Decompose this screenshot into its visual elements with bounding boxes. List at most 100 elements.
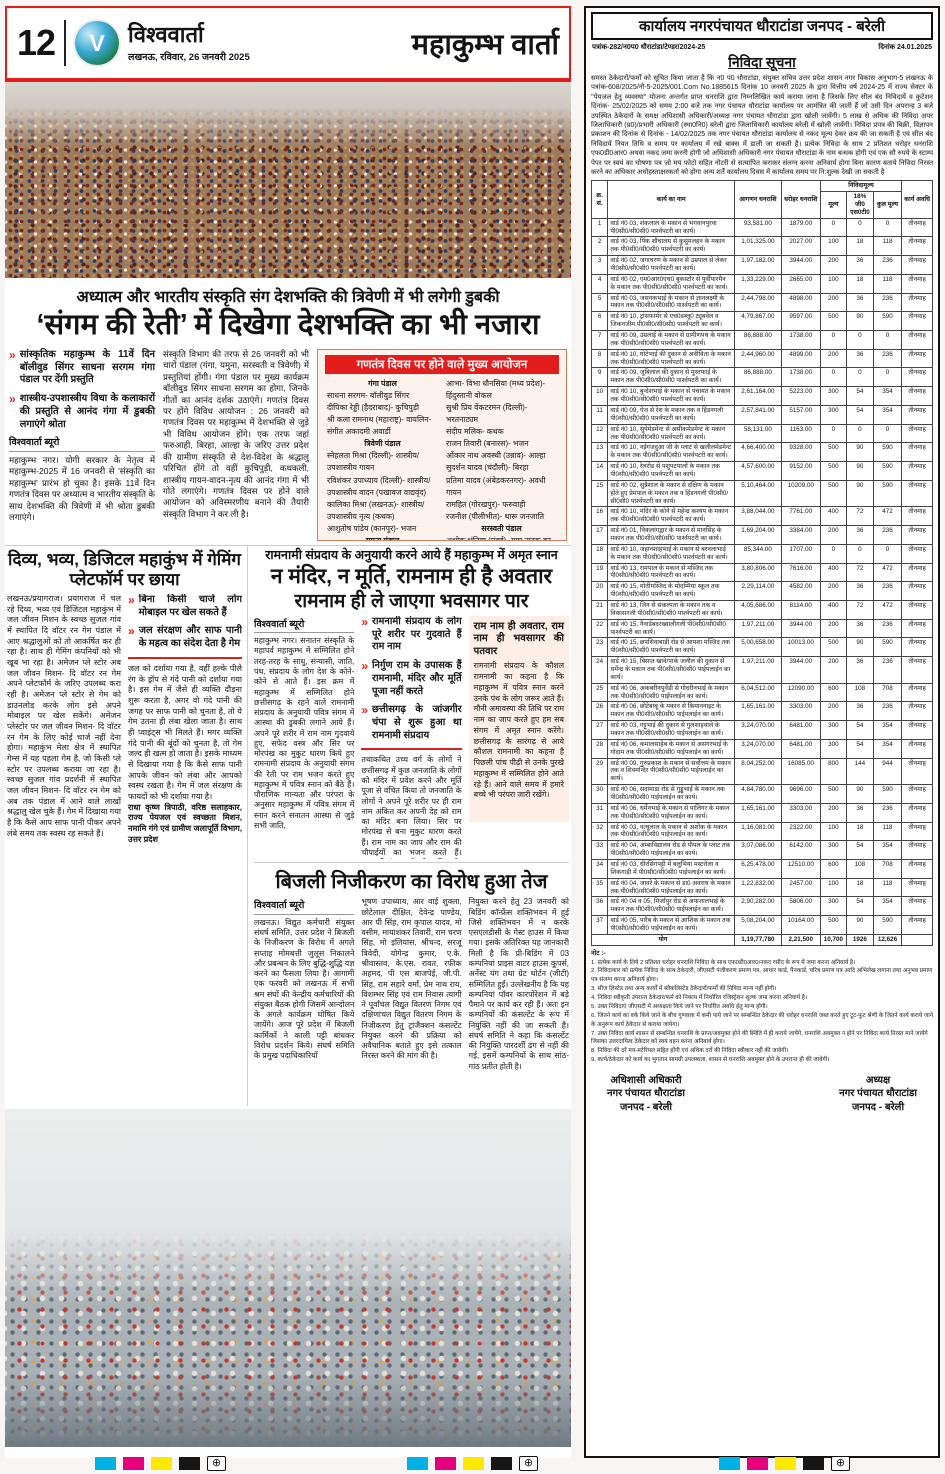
- program-entry: रजनीश (पीलीभीत)- थारू जनजाति: [446, 511, 545, 521]
- crowd-photo: [5, 82, 571, 278]
- double-chevron-icon: »: [9, 392, 16, 407]
- cmyk-mark-group: ⊕: [95, 1456, 226, 1471]
- paper-name: विश्ववार्ता: [128, 21, 204, 47]
- bullet-item: » सांस्कृतिक महाकुम्भ के 11वें दिन बॉलीवु…: [9, 347, 155, 386]
- page-number: 12: [17, 22, 56, 63]
- cyan-swatch: [95, 1457, 116, 1470]
- program-entry: यमुना पंडाल: [365, 535, 400, 541]
- table-row: 14 वार्ड नं0 10, रेलरोड से पशुपटपालों के…: [590, 461, 933, 481]
- program-entry: श्री कला रामनाथ (महाराष्ट्र)- वायलिन- सं…: [327, 415, 432, 437]
- bullet-item: » शास्त्रीय-उपशास्त्रीय विधा के कलाकारों …: [9, 392, 155, 430]
- col-header-estimate: आगणन धनराशि: [733, 180, 782, 219]
- ramnami-column-3: राम नाम ही अवतार, राम नाम ही भवसागर की प…: [468, 615, 569, 860]
- masthead-divider: [64, 20, 67, 66]
- table-row: 25 वार्ड नं0 06, अकबरीनपुर्वेडी से गोदरी…: [590, 682, 933, 703]
- double-chevron-icon: »: [361, 703, 369, 718]
- table-row: 21 वार्ड नं0 13, जिन से संकल्पता के मकान…: [590, 599, 933, 620]
- masthead: 12 V विश्ववार्ता लखनऊ, रविवार, 26 जनवरी …: [5, 6, 571, 82]
- lead-column-2: संस्कृति विभाग की तरफ से 26 जनवरी को भी …: [163, 348, 309, 519]
- ramnami-headline: न मंदिर, न मूर्ति, रामनाम ही है अवतार: [270, 564, 553, 588]
- gaming-column-1: लखनऊ/प्रयागराज। प्रयागराज में चल रहे दिव…: [7, 593, 121, 838]
- magenta-swatch: [123, 1457, 144, 1470]
- program-entry: दीपिका रेड्डी (हैदराबाद)- कुचिपुड़ी: [327, 403, 420, 413]
- double-chevron-icon: »: [128, 593, 135, 607]
- lead-headline: ‘संगम की रेती’ में दिखेगा देशभक्ति का भी…: [36, 309, 540, 341]
- program-entry: अशोक भंतिया (मुंबई)- माघ नाटक का मंचन: [446, 535, 551, 541]
- double-chevron-icon: »: [9, 347, 16, 362]
- masthead-name-block: विश्ववार्ता लखनऊ, रविवार, 26 जनवरी 2025: [128, 21, 250, 63]
- lead-kicker: अध्यात्म और भारतीय संस्कृति संग देशभक्ति…: [76, 289, 500, 306]
- black-swatch: [803, 1457, 824, 1470]
- col-header-tender-price-group: निविदामूल्य: [819, 180, 903, 193]
- table-row: 20 वार्ड नं0 15, मोतीमस्जिद के मोदम्मिया…: [590, 581, 933, 601]
- total-price: 10,700: [819, 933, 848, 946]
- bullet-item: » रामनामी संप्रदाय के लोग पूरे शरीर पर गु…: [361, 615, 462, 653]
- program-entry: सुदर्शन यादव (चंदौली)- बिरहा: [446, 463, 529, 473]
- tender-table: क्र. सं. कार्य का नाम आगणन धनराशि धरोहर …: [590, 180, 933, 946]
- table-row: 36 वार्ड नं0 04 व 05, मिर्जापुर रोड से अ…: [590, 896, 933, 917]
- table-row: 22 वार्ड नं0 15, नैनार्डबदरख्वालीगली पी0…: [590, 618, 933, 639]
- program-entry: स्नेहलता मिश्रा (दिल्ली)- शास्त्रीय/उपशा…: [327, 451, 420, 473]
- note-item: 4. निविदा स्वीकृती उपरान्त ठेकेदार/फर्म …: [591, 995, 808, 1002]
- table-row: 17 वार्ड नं0 01, विकलांगद्वार के मकान से…: [590, 525, 933, 545]
- table-row: 34 वार्ड नं0 03, धीरसिंगपट्टी में बलुभिय…: [590, 859, 933, 879]
- table-row: 3 वार्ड नं0 02, जगाचरण के मकान से उम्रपा…: [590, 255, 933, 275]
- black-swatch: [491, 1457, 512, 1470]
- red-rule: [361, 748, 462, 751]
- ramnami-column-2: » रामनामी संप्रदाय के लोग पूरे शरीर पर गु…: [361, 616, 462, 859]
- signature-executive-officer: अधिशासी अधिकारी नगर पंचायत धौराटांडा जनपद …: [607, 1074, 685, 1113]
- program-entry: ओंकार नाथ अवस्थी (उन्नाव)- आल्हा: [446, 451, 546, 461]
- col-header-deposit: धरोहर धनराशि: [780, 180, 821, 219]
- col-header-total: कुल मूल्य: [872, 191, 903, 219]
- ramnami-bullets: » रामनामी संप्रदाय के लोग पूरे शरीर पर गु…: [361, 616, 461, 743]
- bullet-item: » बिना किसी चार्ज लोग मोबाइल पर खेल सकते …: [128, 593, 242, 618]
- table-row: 5 वार्ड नं0 03, जसनकभाई के मकान से ज्ञान…: [590, 292, 933, 313]
- tender-notice-panel: कार्यालय नगरपंचायत धौराटांडा जनपद - बरेल…: [584, 6, 940, 1458]
- total-estimate: 1,19,77,780: [733, 933, 782, 946]
- ramnami-subheadline: रामनाम ही ले जाएगा भवसागर पार: [294, 591, 529, 613]
- ramnami-power-zone: रामनामी संप्रदाय के अनुयायी करने आये हैं…: [248, 546, 571, 1106]
- program-entry: त्रिवेणी पंडाल: [364, 439, 401, 449]
- table-row: 10 वार्ड नं0 10, बुन्देशभाई के मकान से प…: [590, 386, 933, 406]
- ramnami-kicker: रामनामी संप्रदाय के अनुयायी करने आये हैं…: [265, 547, 558, 562]
- registration-mark-icon: ⊕: [831, 1456, 850, 1471]
- quote-box-title: राम नाम ही अवतार, राम नाम ही भवसागर की प…: [473, 620, 564, 657]
- magenta-swatch: [435, 1457, 456, 1470]
- gaming-bullets: » बिना किसी चार्ज लोग मोबाइल पर खेल सकते …: [128, 594, 242, 651]
- notes-list: 1. प्रत्येक कार्य के लिये 2 प्रतिशत धरोह…: [591, 959, 933, 1065]
- table-row: 28 वार्ड नं0 06, कमालसाहेब के मकान से अस…: [590, 738, 933, 759]
- registration-mark-icon: ⊕: [519, 1456, 538, 1471]
- program-entry: सरस्वती पंडाल: [481, 523, 522, 533]
- table-row: 33 वार्ड नं0 04, अम्बाविद्यालय रोड से पी…: [590, 840, 933, 861]
- bottom-stories: दिव्य, भव्य, डिजिटल महाकुंभ में गेमिंग प…: [5, 544, 571, 1106]
- table-row: 1 वार्ड नं0 03, शंकलाल के मकान से भगवानप…: [590, 217, 933, 238]
- table-row: 29 वार्ड नं0 09, गुरुप्रकाश के मकान से स…: [590, 757, 933, 786]
- table-row: 27 वार्ड नं0 03, गट्टूभाई की दुकान से गु…: [590, 720, 933, 740]
- program-entry: आभा- विभा धौनसिवा (मध्य प्रदेश)- हिंदुस्…: [446, 378, 546, 400]
- total-sum: 12,626: [872, 933, 903, 946]
- notice-date: दिनांक 24.01.2025: [878, 44, 932, 51]
- signature-chairman: अध्यक्ष नगर पंचायत धौराटांडा जनपद - बरेली: [839, 1074, 917, 1113]
- yellow-swatch: [151, 1457, 172, 1470]
- program-entry: सुश्री प्रिय वेंकटरमन (दिल्ली)- भरतनाट्य…: [446, 403, 528, 425]
- note-item: 2. निविदाकार को प्रत्येक निविदा के साथ ठ…: [591, 968, 933, 984]
- tender-table-body: 1 वार्ड नं0 03, शंकलाल के मकान से भगवानप…: [590, 217, 933, 935]
- tender-notes: नोट :- 1. प्रत्येक कार्य के लिये 2 प्रति…: [591, 949, 933, 1065]
- power-body-1: लखनऊ। विद्युत कर्मचारी संयुक्त संघर्ष सम…: [254, 917, 355, 1061]
- table-row: 24 वार्ड नं0 15, बिसात खाने/पार्क जलील क…: [590, 656, 933, 684]
- byline: विश्ववार्ता ब्यूरो: [254, 619, 355, 634]
- total-label: योग: [591, 933, 735, 946]
- note-item: 6. जितने कार्य का वर्क किये जाने के बीच …: [591, 1012, 933, 1028]
- notes-label: नोट :-: [591, 949, 606, 957]
- table-row: 15 वार्ड नं0 02, सुन्नैशाल के मकान से दक…: [590, 479, 933, 508]
- table-row: 9 वार्ड नं0 09, जुबिलाल की दुकान से मुस्…: [590, 367, 933, 388]
- total-row: योग 1,19,77,780 2,21,500 10,700 1926 12,…: [591, 933, 933, 946]
- total-deposit: 2,21,500: [780, 933, 821, 946]
- ramnami-body-1: महाकुम्भ नगर। सनातन संस्कृति के महापर्व …: [254, 636, 355, 830]
- red-rule: [128, 656, 242, 659]
- double-chevron-icon: »: [361, 615, 369, 629]
- table-row: 37 वार्ड नं0 05, पारैब के मकान से आशिक क…: [590, 915, 933, 935]
- program-box: गणतंत्र दिवस पर होने वाले मुख्य आयोजन गं…: [317, 348, 567, 541]
- quote-attribution: राधा कृष्ण त्रिपाठी, वरिष्ठ सलाहकार, राज…: [128, 802, 242, 844]
- bullet-item: » छत्तीसगढ़ के जांजगीर चंपा से शुरू हुआ थ…: [361, 703, 462, 741]
